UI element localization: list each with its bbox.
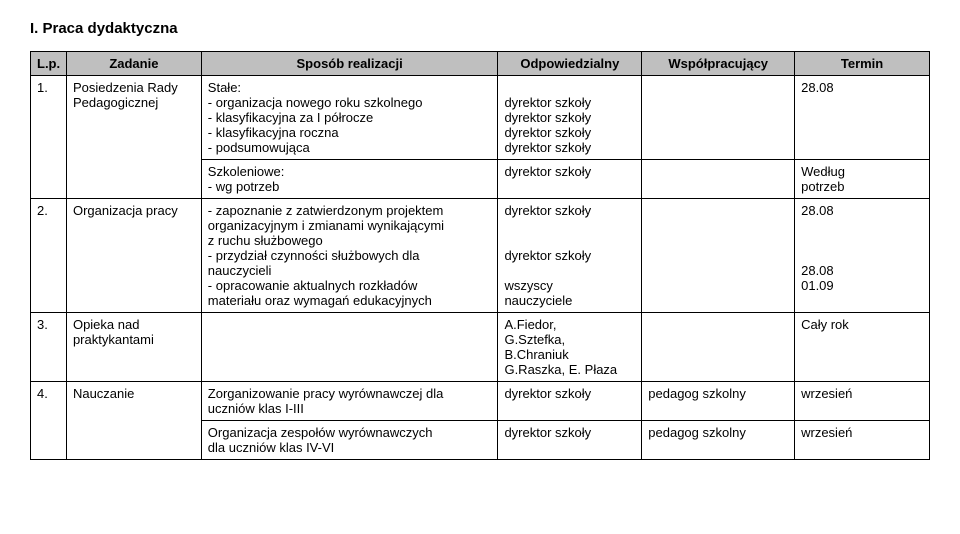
table-row: Szkoleniowe: - wg potrzeb dyrektor szkoł… (31, 160, 930, 199)
cell-wsp (642, 160, 795, 199)
cell-sposob (201, 313, 498, 382)
table-row: Organizacja zespołów wyrównawczych dla u… (31, 421, 930, 460)
cell-odpow: A.Fiedor, G.Sztefka, B.Chraniuk G.Raszka… (498, 313, 642, 382)
text-line: organizacyjnym i zmianami wynikającymi (208, 218, 444, 233)
text-line: dyrektor szkoły (504, 125, 591, 140)
text-line: Zorganizowanie pracy wyrównawczej dla (208, 386, 444, 401)
text-line: nauczycieli (208, 263, 272, 278)
cell-sposob: Szkoleniowe: - wg potrzeb (201, 160, 498, 199)
text-line: dyrektor szkoły (504, 110, 591, 125)
text-line: - organizacja nowego roku szkolnego (208, 95, 423, 110)
text-line: - opracowanie aktualnych rozkładów (208, 278, 418, 293)
cell-zadanie: Opieka nad praktykantami (66, 313, 201, 382)
cell-lp: 3. (31, 313, 67, 382)
text-line: 28.08 (801, 203, 834, 218)
text-line: - zapoznanie z zatwierdzonym projektem (208, 203, 444, 218)
text-line: A.Fiedor, (504, 317, 556, 332)
cell-lp: 1. (31, 76, 67, 160)
section-title: I. Praca dydaktyczna (30, 20, 930, 37)
text-line: praktykantami (73, 332, 154, 347)
cell-termin: 28.08 28.08 01.09 (795, 199, 930, 313)
cell-termin: 28.08 (795, 76, 930, 160)
header-lp: L.p. (31, 52, 67, 76)
text-line: - przydział czynności służbowych dla (208, 248, 420, 263)
cell-odpow: dyrektor szkoły (498, 160, 642, 199)
main-table: L.p. Zadanie Sposób realizacji Odpowiedz… (30, 51, 930, 460)
text-line: dyrektor szkoły (504, 140, 591, 155)
cell-zadanie: Organizacja pracy (66, 199, 201, 313)
text-line: wszyscy (504, 278, 552, 293)
text-line: 01.09 (801, 278, 834, 293)
cell-zadanie (66, 421, 201, 460)
text-line: 28.08 (801, 263, 834, 278)
cell-zadanie: Nauczanie (66, 382, 201, 421)
cell-odpow: dyrektor szkoły (498, 421, 642, 460)
text-line: dyrektor szkoły (504, 203, 591, 218)
cell-termin: Cały rok (795, 313, 930, 382)
cell-odpow: dyrektor szkoły (498, 382, 642, 421)
text-line: - klasyfikacyjna za I półrocze (208, 110, 373, 125)
text-line: Stałe: (208, 80, 241, 95)
table-row: 4. Nauczanie Zorganizowanie pracy wyrówn… (31, 382, 930, 421)
cell-zadanie: Posiedzenia Rady Pedagogicznej (66, 76, 201, 160)
header-sposob: Sposób realizacji (201, 52, 498, 76)
table-row: 3. Opieka nad praktykantami A.Fiedor, G.… (31, 313, 930, 382)
table-row: 1. Posiedzenia Rady Pedagogicznej Stałe:… (31, 76, 930, 160)
cell-sposob: Organizacja zespołów wyrównawczych dla u… (201, 421, 498, 460)
cell-wsp (642, 199, 795, 313)
text-line: - podsumowująca (208, 140, 310, 155)
cell-wsp (642, 313, 795, 382)
cell-termin: Według potrzeb (795, 160, 930, 199)
cell-wsp (642, 76, 795, 160)
header-zadanie: Zadanie (66, 52, 201, 76)
header-row: L.p. Zadanie Sposób realizacji Odpowiedz… (31, 52, 930, 76)
text-line: uczniów klas I-III (208, 401, 304, 416)
cell-zadanie (66, 160, 201, 199)
text-line: dyrektor szkoły (504, 248, 591, 263)
text-line: nauczyciele (504, 293, 572, 308)
text-line: dla uczniów klas IV-VI (208, 440, 334, 455)
cell-wsp: pedagog szkolny (642, 382, 795, 421)
cell-lp: 4. (31, 382, 67, 421)
text-line: materiału oraz wymagań edukacyjnych (208, 293, 432, 308)
cell-odpow: dyrektor szkoły dyrektor szkoły wszyscy … (498, 199, 642, 313)
cell-lp (31, 160, 67, 199)
text-line: z ruchu służbowego (208, 233, 323, 248)
text-line: G.Raszka, E. Płaza (504, 362, 617, 377)
header-odpow: Odpowiedzialny (498, 52, 642, 76)
text-line: B.Chraniuk (504, 347, 568, 362)
table-row: 2. Organizacja pracy - zapoznanie z zatw… (31, 199, 930, 313)
cell-sposob: - zapoznanie z zatwierdzonym projektem o… (201, 199, 498, 313)
cell-termin: wrzesień (795, 382, 930, 421)
text-line: Organizacja zespołów wyrównawczych (208, 425, 433, 440)
cell-sposob: Stałe: - organizacja nowego roku szkolne… (201, 76, 498, 160)
cell-lp: 2. (31, 199, 67, 313)
text-line: Według (801, 164, 845, 179)
header-termin: Termin (795, 52, 930, 76)
text-line: Szkoleniowe: (208, 164, 285, 179)
text-line: G.Sztefka, (504, 332, 565, 347)
cell-odpow: dyrektor szkoły dyrektor szkoły dyrektor… (498, 76, 642, 160)
cell-termin: wrzesień (795, 421, 930, 460)
cell-sposob: Zorganizowanie pracy wyrównawczej dla uc… (201, 382, 498, 421)
cell-lp (31, 421, 67, 460)
text-line: Opieka nad (73, 317, 140, 332)
text-line: - wg potrzeb (208, 179, 280, 194)
text-line: dyrektor szkoły (504, 95, 591, 110)
cell-wsp: pedagog szkolny (642, 421, 795, 460)
header-wsp: Współpracujący (642, 52, 795, 76)
text-line: potrzeb (801, 179, 844, 194)
text-line: - klasyfikacyjna roczna (208, 125, 339, 140)
